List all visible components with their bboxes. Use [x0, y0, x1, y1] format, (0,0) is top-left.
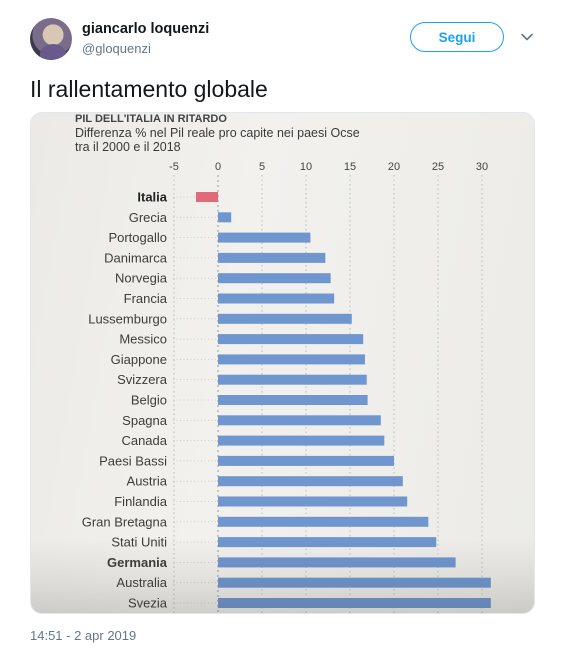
category-label: Austria — [127, 474, 168, 489]
tweet-timestamp[interactable]: 14:51 - 2 apr 2019 — [30, 628, 137, 643]
bar — [218, 313, 352, 324]
tweet-header: giancarlo loquenzi @gloquenzi Segui — [30, 16, 540, 66]
x-tick-label: 0 — [215, 161, 221, 173]
chart-subtitle-line: Differenza % nel Pil reale pro capite ne… — [75, 126, 360, 140]
category-label: Danimarca — [104, 250, 168, 265]
category-label: Messico — [119, 332, 167, 347]
category-label: Finlandia — [114, 494, 168, 509]
category-label: Giappone — [111, 352, 167, 367]
user-handle[interactable]: @gloquenzi — [82, 41, 151, 56]
follow-button[interactable]: Segui — [410, 22, 504, 52]
bar — [218, 395, 368, 405]
bar — [218, 293, 335, 304]
category-label: Paesi Bassi — [99, 453, 167, 468]
bar — [218, 232, 311, 243]
x-tick-label: 25 — [432, 161, 444, 173]
bar — [218, 354, 365, 365]
bar — [218, 252, 326, 263]
bar — [218, 516, 429, 527]
bar — [218, 273, 331, 284]
category-label: Grecia — [129, 210, 168, 225]
bar — [218, 212, 232, 223]
bar — [218, 415, 381, 426]
category-label: Svezia — [128, 596, 168, 611]
x-tick-label: 30 — [476, 161, 488, 173]
bar — [218, 496, 408, 507]
bar — [218, 334, 364, 345]
category-label: Stati Uniti — [111, 535, 167, 550]
chart-subtitle-line: tra il 2000 e il 2018 — [75, 140, 181, 154]
category-label: Belgio — [131, 393, 167, 408]
bar — [218, 476, 403, 487]
tweet-photo[interactable]: PIL DELL'ITALIA IN RITARDO Differenza % n… — [30, 112, 535, 614]
category-label: Svizzera — [117, 372, 168, 387]
category-label: Spagna — [122, 413, 168, 428]
category-label: Portogallo — [108, 230, 167, 245]
x-tick-label: -5 — [169, 161, 179, 173]
x-tick-label: 5 — [259, 161, 265, 173]
category-label: Australia — [116, 575, 167, 590]
category-label: Germania — [107, 555, 168, 570]
category-label: Canada — [121, 433, 167, 448]
category-label: Francia — [124, 291, 168, 306]
chevron-down-icon[interactable] — [518, 28, 536, 46]
chart-title: PIL DELL'ITALIA IN RITARDO — [75, 113, 227, 125]
avatar[interactable] — [30, 18, 72, 60]
bar — [218, 435, 385, 446]
category-label: Gran Bretagna — [82, 514, 168, 529]
x-tick-label: 20 — [388, 161, 400, 173]
bar — [218, 374, 367, 385]
x-tick-label: 10 — [300, 161, 312, 173]
user-name[interactable]: giancarlo loquenzi — [82, 21, 210, 37]
tweet-text: Il rallentamento globale — [30, 76, 268, 102]
x-tick-label: 15 — [344, 161, 356, 173]
category-label: Lussemburgo — [88, 311, 167, 326]
bar — [218, 557, 456, 568]
bar — [218, 598, 491, 608]
bar — [218, 455, 394, 466]
bar — [196, 192, 218, 202]
bar — [218, 537, 437, 548]
category-label: Norvegia — [115, 271, 168, 286]
category-label: Italia — [137, 190, 167, 205]
bar — [218, 577, 491, 588]
